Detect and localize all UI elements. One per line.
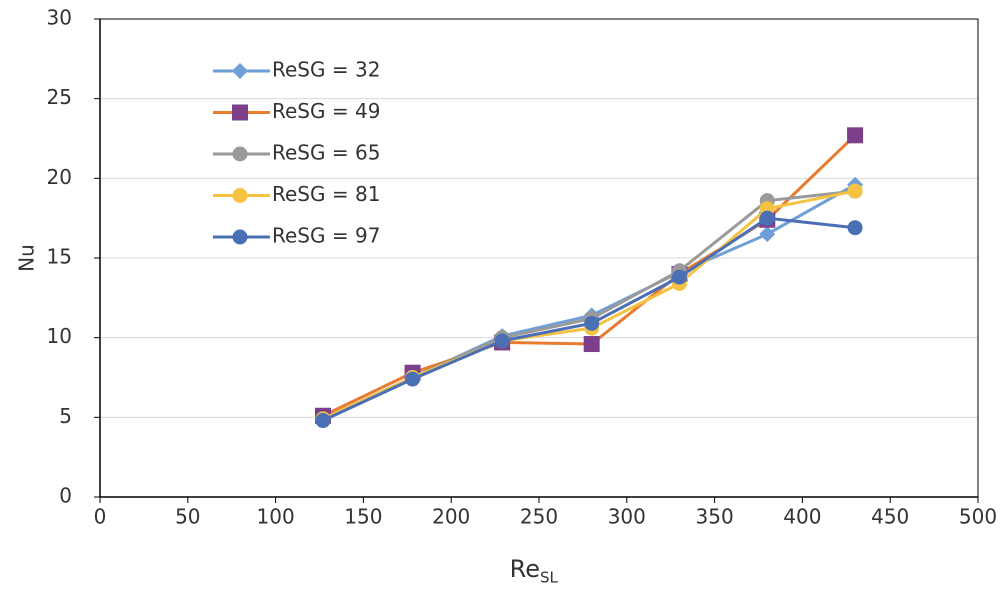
y-axis-label: Nu <box>15 244 39 272</box>
legend-label: ReSG = 81 <box>272 182 380 206</box>
point <box>847 127 864 144</box>
y-tick-label: 25 <box>47 85 72 109</box>
series-line <box>322 134 857 418</box>
legend-label: ReSG = 65 <box>272 141 380 165</box>
legend-label: ReSG = 97 <box>272 224 380 248</box>
x-tick-label: 100 <box>257 505 295 529</box>
point <box>494 333 510 349</box>
x-tick-label: 350 <box>696 505 734 529</box>
point <box>405 371 421 387</box>
point <box>315 413 331 429</box>
plot-border <box>99 18 979 498</box>
legend-label: ReSG = 32 <box>272 58 380 82</box>
legend-label: ReSG = 49 <box>272 99 380 123</box>
y-tick-label: 0 <box>59 484 72 508</box>
x-tick-label: 150 <box>344 505 382 529</box>
x-tick-label: 0 <box>94 505 107 529</box>
x-axis-label: Re <box>510 555 540 583</box>
legend-marker <box>232 146 248 162</box>
x-tick-label: 200 <box>432 505 470 529</box>
point <box>759 210 775 226</box>
point <box>847 183 863 199</box>
point <box>583 336 600 353</box>
y-tick-label: 5 <box>59 404 72 428</box>
x-axis-label-sub: SL <box>540 569 559 587</box>
y-tick-label: 30 <box>47 6 72 30</box>
y-tick-label: 20 <box>47 165 72 189</box>
legend-marker <box>232 188 248 203</box>
x-tick-label: 400 <box>783 505 821 529</box>
point <box>759 226 776 243</box>
x-tick-label: 450 <box>871 505 909 529</box>
x-tick-label: 50 <box>175 505 200 529</box>
x-tick-label: 500 <box>959 505 997 529</box>
x-tick-label: 250 <box>520 505 558 529</box>
point <box>847 220 863 236</box>
legend-marker <box>232 63 248 79</box>
legend-marker <box>232 104 248 121</box>
point <box>584 315 600 331</box>
y-tick-label: 10 <box>47 324 72 348</box>
x-tick-label: 300 <box>608 505 646 529</box>
legend-marker <box>232 229 248 245</box>
y-tick-label: 15 <box>47 245 72 269</box>
point <box>671 269 687 285</box>
